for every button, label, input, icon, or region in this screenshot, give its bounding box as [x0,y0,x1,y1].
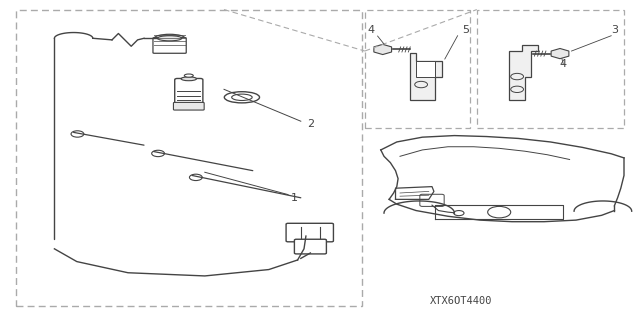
Polygon shape [416,61,435,77]
Text: 5: 5 [463,26,469,35]
Bar [477,10,624,128]
FancyBboxPatch shape [420,194,444,206]
Bar [365,10,470,128]
Bar [16,10,362,306]
Ellipse shape [232,94,252,100]
Text: 4: 4 [367,26,375,35]
FancyBboxPatch shape [173,102,204,110]
FancyBboxPatch shape [286,223,333,242]
Text: 1: 1 [291,193,298,203]
Ellipse shape [157,36,182,41]
Polygon shape [410,53,442,100]
Text: XTX6OT4400: XTX6OT4400 [429,296,492,306]
Text: 2: 2 [307,119,314,130]
Text: 3: 3 [611,26,618,35]
Polygon shape [509,45,538,100]
Ellipse shape [181,77,196,81]
Ellipse shape [184,74,193,77]
Circle shape [71,131,84,137]
Circle shape [152,150,164,157]
Ellipse shape [225,92,260,103]
FancyBboxPatch shape [175,78,203,105]
FancyBboxPatch shape [153,38,186,53]
Ellipse shape [154,34,185,42]
Circle shape [189,174,202,181]
Text: 4: 4 [559,59,567,69]
FancyBboxPatch shape [294,239,326,254]
